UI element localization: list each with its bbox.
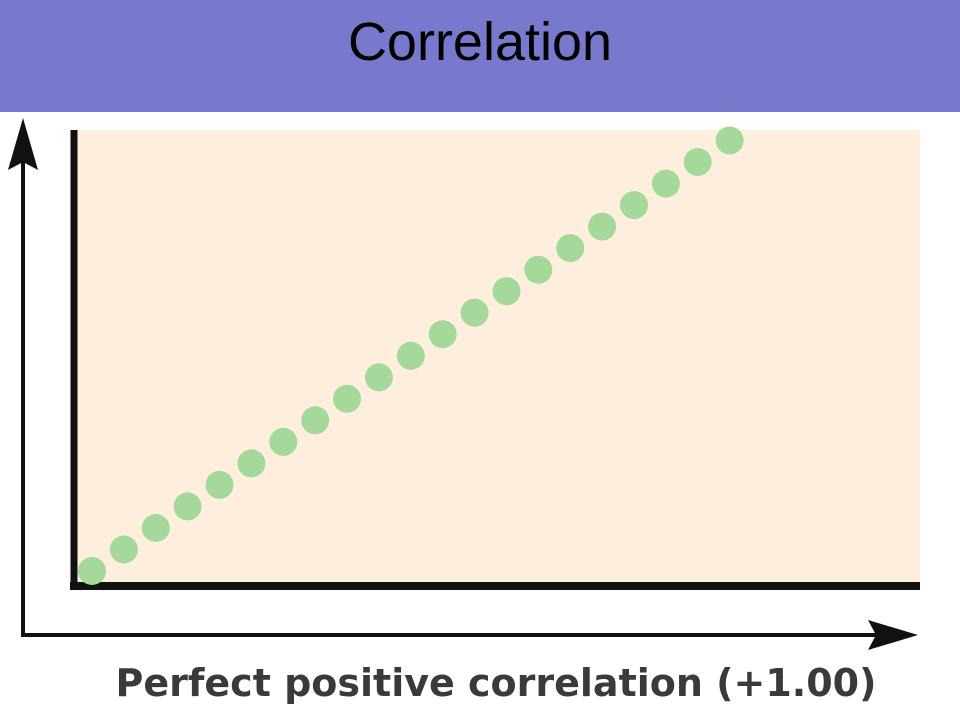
data-point [237, 449, 266, 478]
title-bar: Correlation [0, 0, 960, 112]
data-point [364, 363, 393, 392]
data-point [109, 535, 138, 564]
plot-background [76, 130, 920, 586]
data-point [269, 427, 298, 456]
data-point [556, 234, 585, 263]
data-point [588, 212, 617, 241]
correlation-chart: Perfect positive correlation (+1.00) [8, 118, 920, 705]
points-layer [78, 126, 744, 585]
data-point [460, 298, 489, 327]
data-point [715, 126, 744, 155]
x-arrow-head [868, 620, 918, 650]
data-point [683, 148, 712, 176]
data-point [651, 169, 680, 198]
y-arrow-head [8, 118, 38, 170]
data-point [492, 277, 521, 306]
data-point [205, 470, 234, 499]
chart-caption: Perfect positive correlation (+1.00) [116, 661, 877, 705]
data-point [620, 191, 648, 220]
data-point [301, 406, 330, 435]
data-point [333, 384, 361, 413]
plot-layer [8, 118, 920, 650]
data-point [78, 557, 106, 585]
data-point [396, 341, 425, 370]
data-point [428, 320, 457, 349]
data-point [524, 255, 553, 284]
data-point [173, 492, 202, 521]
slide-title: Correlation [347, 12, 613, 72]
data-point [141, 514, 170, 542]
